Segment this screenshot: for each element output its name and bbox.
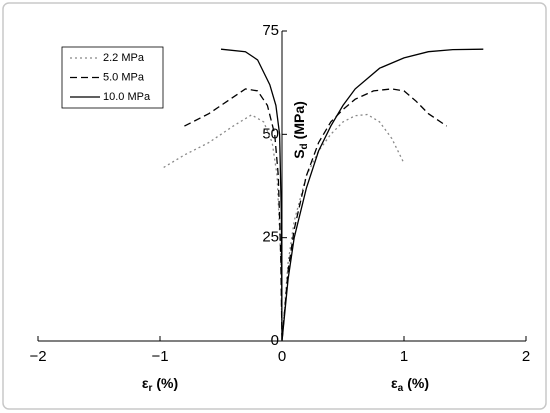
y-label: Sd (MPa) <box>291 101 310 159</box>
x-label-right-main: ε <box>391 375 398 391</box>
x-label-left-unit: (%) <box>156 375 178 391</box>
x-tick-label: 1 <box>400 348 408 365</box>
series-line <box>220 48 484 342</box>
x-label-right: εa (%) <box>391 375 429 394</box>
x-tick-label: 0 <box>278 348 286 365</box>
x-label-left: εr (%) <box>142 375 178 394</box>
x-tick-label: 2 <box>522 348 530 365</box>
y-tick-label: 25 <box>262 229 279 246</box>
legend-label: 10.0 MPa <box>103 91 151 103</box>
x-label-right-unit: (%) <box>407 375 429 391</box>
x-label-left-sub: r <box>148 383 152 394</box>
series-line <box>163 113 405 342</box>
legend-box <box>61 46 164 109</box>
x-tick-label: −1 <box>151 348 168 365</box>
y-tick-label: 75 <box>262 22 279 39</box>
y-label-sub: d <box>299 143 310 149</box>
x-tick-label: −2 <box>29 348 46 365</box>
y-label-main: S <box>291 149 307 158</box>
legend-label: 5.0 MPa <box>103 71 145 83</box>
legend-label: 2.2 MPa <box>103 52 145 64</box>
y-label-unit: (MPa) <box>291 101 307 139</box>
y-tick-label: 0 <box>271 332 279 349</box>
series-line <box>184 88 448 342</box>
x-label-left-main: ε <box>142 375 149 391</box>
x-label-right-sub: a <box>398 383 404 394</box>
